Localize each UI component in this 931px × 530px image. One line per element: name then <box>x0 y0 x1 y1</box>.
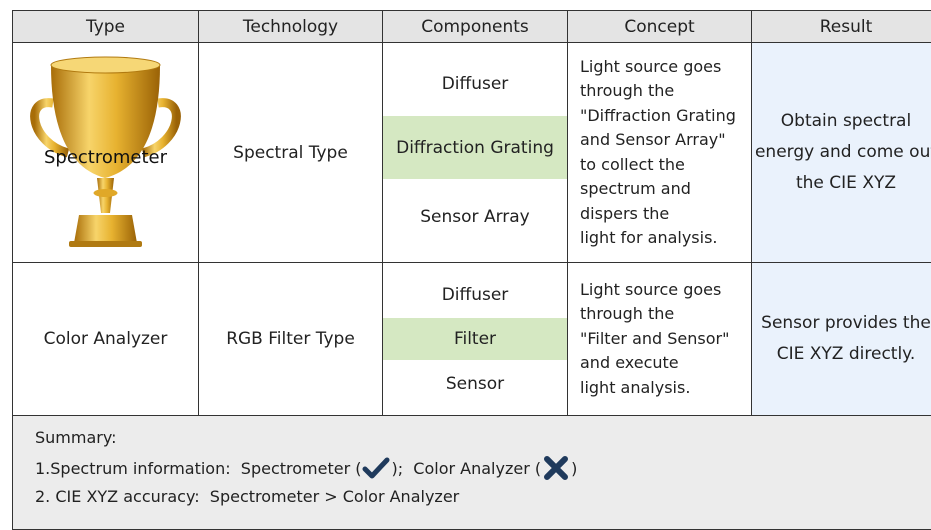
concept-line: and Sensor Array" <box>580 130 726 149</box>
concept-line: "Filter and Sensor" <box>580 328 730 348</box>
concept-cell: Light source goes through the "Diffraction… <box>567 42 752 263</box>
concept-cell: Light source goes through the "Filter and … <box>567 262 752 416</box>
technology-cell: RGB Filter Type <box>198 262 383 416</box>
components-cell: Diffuser Filter Sensor <box>382 262 568 416</box>
result-cell: Sensor provides the CIE XYZ directly. <box>751 262 931 416</box>
summary-text: ) <box>571 458 578 478</box>
result-line: Sensor provides the <box>761 313 931 333</box>
header-text: Technology <box>242 16 339 37</box>
concept-line: light for analysis. <box>580 228 718 247</box>
components-cell: Diffuser Diffraction Grating Sensor Arra… <box>382 42 568 263</box>
concept-line: "Diffraction Grating <box>580 105 736 125</box>
summary-line: 1.Spectrum information: Spectrometer ( )… <box>35 456 577 480</box>
concept-line: light analysis. <box>580 377 691 397</box>
concept-line: to collect the <box>580 154 685 174</box>
component-highlight: Filter <box>383 318 567 360</box>
technology-text: RGB Filter Type <box>226 329 355 349</box>
concept-line: through the <box>580 304 675 324</box>
type-cell: Color Analyzer <box>12 262 199 416</box>
component: Sensor <box>445 374 505 394</box>
result-cell: Obtain spectral energy and come out the CI… <box>751 42 931 263</box>
concept-line: and execute <box>580 353 679 373</box>
summary-text: 1.Spectrum information: Spectrometer ( <box>35 458 362 478</box>
summary-text: ); Color Analyzer ( <box>391 458 542 478</box>
header-cell: Technology <box>198 10 383 43</box>
component: Diffuser <box>441 285 509 305</box>
type-cell: Spectrometer <box>12 42 199 263</box>
concept-line: dispers the <box>580 203 670 223</box>
trophy-icon <box>30 56 181 247</box>
header-cell: Type <box>12 10 199 43</box>
check-icon <box>362 457 390 479</box>
header-text: Type <box>85 16 126 37</box>
header-cell: Result <box>751 10 931 43</box>
header-cell: Components <box>382 10 568 43</box>
technology-text: Spectral Type <box>233 142 348 163</box>
type-text: Color Analyzer <box>43 329 168 349</box>
concept-line: Light source goes <box>580 279 722 299</box>
summary-box: Summary: 1.Spectrum information: Spectro… <box>12 415 931 530</box>
concept-line: through the <box>580 81 675 100</box>
component-highlight: Diffraction Grating <box>383 116 567 179</box>
header-text: Concept <box>624 16 695 37</box>
type-text: Spectrometer <box>43 147 168 168</box>
summary-title: Summary: <box>35 428 117 447</box>
result-line: Obtain spectral <box>780 111 912 131</box>
header-text: Components <box>421 16 529 37</box>
summary-line: 2. CIE XYZ accuracy: Spectrometer > Colo… <box>35 487 460 506</box>
header-text: Result <box>819 16 873 37</box>
header-cell: Concept <box>567 10 752 43</box>
result-line: the CIE XYZ <box>795 173 896 193</box>
cross-icon <box>544 456 569 480</box>
result-line: CIE XYZ directly. <box>776 344 916 364</box>
component: Sensor Array <box>420 207 530 227</box>
result-line: energy and come out <box>754 142 931 162</box>
concept-line: spectrum and <box>580 179 691 198</box>
technology-cell: Spectral Type <box>198 42 383 263</box>
component: Diffuser <box>441 74 509 94</box>
concept-line: Light source goes <box>580 56 722 76</box>
